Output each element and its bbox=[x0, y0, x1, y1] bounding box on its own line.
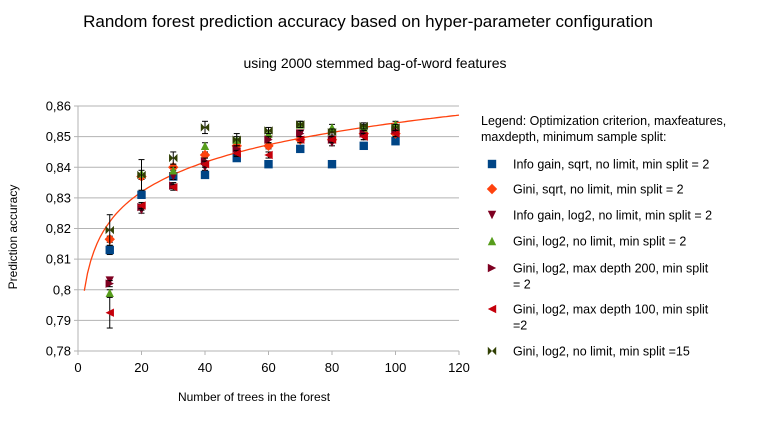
legend-title-line: Legend: Optimization criterion, maxfeatu… bbox=[481, 114, 726, 128]
legend-marker bbox=[487, 210, 497, 220]
legend-entry-6: Gini, log2, max depth 100, min split =2 bbox=[487, 303, 709, 333]
legend-label: Info gain, log2, no limit, min split = 2 bbox=[513, 209, 712, 223]
legend-label: Gini, log2, no limit, min split = 2 bbox=[513, 235, 686, 249]
data-point bbox=[200, 123, 210, 132]
legend-label: Gini, sqrt, no limit, min split = 2 bbox=[513, 183, 684, 197]
y-tick-label: 0,84 bbox=[46, 160, 71, 175]
data-point bbox=[327, 135, 337, 144]
y-tick-label: 0,79 bbox=[46, 313, 71, 328]
x-tick-label: 120 bbox=[448, 360, 470, 375]
y-axis-label: Prediction accuracy bbox=[6, 185, 20, 290]
data-point bbox=[359, 121, 368, 131]
data-point bbox=[105, 288, 114, 298]
data-point bbox=[263, 140, 274, 152]
data-point bbox=[264, 126, 273, 135]
chart-title: Random forest prediction accuracy based … bbox=[83, 12, 653, 31]
data-point bbox=[232, 135, 241, 144]
data-point bbox=[391, 137, 400, 146]
series-1 bbox=[105, 137, 400, 256]
y-tick-label: 0,83 bbox=[46, 190, 71, 205]
data-point bbox=[137, 170, 146, 180]
data-point bbox=[169, 182, 178, 192]
data-point bbox=[327, 159, 337, 169]
data-point bbox=[359, 141, 368, 151]
legend-marker bbox=[486, 183, 498, 195]
data-point bbox=[232, 149, 241, 158]
x-tick-label: 20 bbox=[134, 360, 148, 375]
x-tick-label: 0 bbox=[74, 360, 81, 375]
legend-marker bbox=[487, 263, 497, 273]
legend-label: = 2 bbox=[513, 278, 531, 292]
y-tick-label: 0,86 bbox=[46, 99, 71, 114]
data-point bbox=[296, 135, 305, 144]
legend-entry-4: Gini, log2, no limit, min split = 2 bbox=[487, 235, 686, 249]
legend-label: Info gain, sqrt, no limit, min split = 2 bbox=[513, 158, 709, 172]
legend-marker bbox=[487, 304, 497, 314]
legend-entry-3: Info gain, log2, no limit, min split = 2 bbox=[487, 209, 712, 223]
data-point bbox=[169, 166, 178, 175]
x-tick-label: 40 bbox=[198, 360, 212, 375]
y-tick-label: 0,82 bbox=[46, 221, 71, 236]
data-point bbox=[264, 159, 273, 169]
data-point bbox=[105, 225, 114, 235]
legend-entry-1: Info gain, sqrt, no limit, min split = 2 bbox=[487, 158, 709, 172]
data-point bbox=[327, 123, 337, 132]
series-7 bbox=[105, 120, 400, 246]
x-tick-label: 100 bbox=[385, 360, 407, 375]
y-tick-label: 0,78 bbox=[46, 344, 71, 359]
series-4 bbox=[105, 120, 400, 298]
data-point bbox=[296, 144, 305, 154]
data-point bbox=[391, 129, 400, 138]
series-3 bbox=[105, 129, 400, 285]
plot-area: 0,78 0,79 0,8 0,81 0,82 0,83 0,84 0,85 0,86 0 20 40… bbox=[46, 99, 470, 376]
legend-marker bbox=[487, 346, 497, 356]
legend-label: Gini, log2, no limit, min split =15 bbox=[513, 345, 690, 359]
legend-label: Gini, log2, max depth 200, min split bbox=[513, 262, 709, 276]
x-tick-label: 80 bbox=[325, 360, 339, 375]
data-point bbox=[200, 141, 210, 151]
data-point bbox=[200, 170, 210, 180]
data-point bbox=[264, 150, 273, 160]
legend-marker bbox=[487, 159, 497, 169]
data-point bbox=[199, 149, 211, 161]
x-tick-label: 60 bbox=[261, 360, 275, 375]
legend-title-line: maxdepth, minimum sample split: bbox=[481, 130, 666, 144]
legend-entry-7: Gini, log2, no limit, min split =15 bbox=[487, 345, 690, 359]
data-point bbox=[264, 135, 273, 144]
y-tick-label: 0,8 bbox=[53, 282, 71, 297]
x-axis-label: Number of trees in the forest bbox=[178, 390, 331, 404]
data-point bbox=[232, 153, 241, 163]
data-point bbox=[296, 120, 305, 129]
legend-marker bbox=[487, 236, 497, 246]
legend-label: =2 bbox=[513, 319, 527, 333]
data-point bbox=[137, 201, 146, 210]
legend-entry-2: Gini, sqrt, no limit, min split = 2 bbox=[486, 183, 684, 197]
legend: Legend: Optimization criterion, maxfeatu… bbox=[481, 114, 726, 359]
series-5 bbox=[105, 126, 400, 288]
data-point bbox=[169, 153, 178, 163]
data-point bbox=[105, 308, 114, 317]
chart-subtitle: using 2000 stemmed bag-of-word features bbox=[243, 55, 506, 71]
data-point bbox=[232, 144, 241, 154]
data-point bbox=[391, 123, 400, 132]
data-point bbox=[200, 159, 210, 169]
data-point bbox=[105, 279, 114, 288]
legend-entry-5: Gini, log2, max depth 200, min split = 2 bbox=[487, 262, 709, 292]
data-point bbox=[105, 245, 114, 255]
data-point bbox=[296, 129, 305, 138]
data-point bbox=[359, 132, 368, 141]
data-point bbox=[327, 127, 337, 137]
data-point bbox=[137, 190, 146, 200]
legend-label: Gini, log2, max depth 100, min split bbox=[513, 303, 709, 317]
y-tick-label: 0,85 bbox=[46, 129, 71, 144]
y-tick-label: 0,81 bbox=[46, 252, 71, 267]
